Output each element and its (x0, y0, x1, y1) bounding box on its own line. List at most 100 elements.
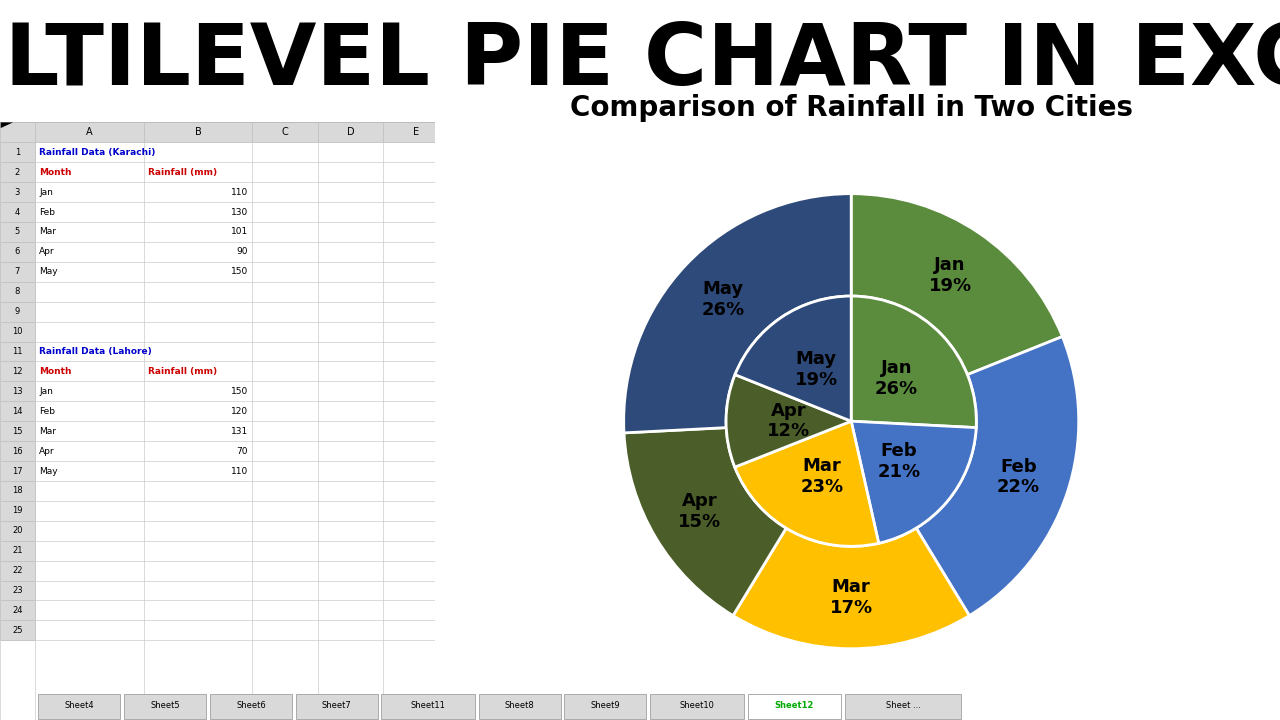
Text: 23: 23 (12, 586, 23, 595)
Wedge shape (623, 194, 851, 433)
Text: Sheet10: Sheet10 (680, 701, 714, 709)
Text: 22: 22 (12, 566, 23, 575)
Wedge shape (735, 421, 878, 546)
Text: May
19%: May 19% (795, 350, 837, 389)
Bar (0, 561, 35, 580)
Text: Sheet4: Sheet4 (64, 701, 95, 709)
Text: MULTILEVEL PIE CHART IN EXCEL: MULTILEVEL PIE CHART IN EXCEL (0, 19, 1280, 103)
Text: D: D (347, 127, 355, 138)
Text: 150: 150 (230, 387, 248, 396)
Bar (564, 694, 646, 719)
Bar (0, 461, 35, 481)
Text: Sheet12: Sheet12 (774, 701, 814, 709)
Text: C: C (282, 127, 288, 138)
Text: 131: 131 (230, 427, 248, 436)
Text: 4: 4 (15, 207, 20, 217)
Text: Mar: Mar (40, 427, 56, 436)
Text: Rainfall (mm): Rainfall (mm) (148, 168, 218, 176)
Text: Jan: Jan (40, 188, 52, 197)
Text: Mar
23%: Mar 23% (800, 457, 844, 496)
Text: 10: 10 (12, 327, 23, 336)
Bar (0, 282, 35, 302)
Text: 24: 24 (12, 606, 23, 615)
Title: Comparison of Rainfall in Two Cities: Comparison of Rainfall in Two Cities (570, 94, 1133, 122)
Text: Sheet9: Sheet9 (590, 701, 621, 709)
Text: Sheet8: Sheet8 (504, 701, 535, 709)
Text: May: May (40, 267, 58, 276)
Text: Sheet6: Sheet6 (236, 701, 266, 709)
Text: 90: 90 (237, 248, 248, 256)
Text: Jan: Jan (40, 387, 52, 396)
Bar (210, 694, 292, 719)
Text: 19: 19 (12, 506, 23, 516)
Bar (0, 382, 35, 401)
Text: 1: 1 (15, 148, 20, 157)
Bar (650, 694, 744, 719)
Text: Rainfall Data (Karachi): Rainfall Data (Karachi) (40, 148, 156, 157)
Bar (383, 122, 448, 143)
Text: 2: 2 (15, 168, 20, 176)
Text: Sheet5: Sheet5 (150, 701, 180, 709)
Text: May: May (40, 467, 58, 475)
Text: Apr
12%: Apr 12% (767, 402, 810, 441)
Bar (0, 122, 35, 143)
Text: Feb: Feb (40, 407, 55, 415)
Text: E: E (412, 127, 419, 138)
Text: Sheet7: Sheet7 (321, 701, 352, 709)
Bar (381, 694, 475, 719)
Text: 11: 11 (12, 347, 23, 356)
Text: Mar: Mar (40, 228, 56, 236)
Bar (0, 501, 35, 521)
Text: 21: 21 (12, 546, 23, 555)
Bar (0, 621, 35, 640)
Text: Feb
21%: Feb 21% (878, 442, 920, 481)
Bar (317, 122, 383, 143)
Text: Mar
17%: Mar 17% (829, 578, 873, 617)
Polygon shape (0, 122, 13, 128)
Text: 7: 7 (15, 267, 20, 276)
Text: 110: 110 (230, 188, 248, 197)
Text: 17: 17 (12, 467, 23, 475)
Bar (124, 694, 206, 719)
Text: Month: Month (40, 168, 72, 176)
Text: Month: Month (40, 367, 72, 376)
Bar (0, 341, 35, 361)
Bar (845, 694, 961, 719)
Bar (0, 441, 35, 461)
Bar (0, 322, 35, 341)
Bar (0, 541, 35, 561)
Text: A: A (86, 127, 92, 138)
Bar (0, 222, 35, 242)
Text: 8: 8 (15, 287, 20, 296)
Text: Feb: Feb (40, 207, 55, 217)
Text: 15: 15 (12, 427, 23, 436)
Text: 120: 120 (230, 407, 248, 415)
Bar (0, 421, 35, 441)
Wedge shape (851, 421, 977, 544)
Bar (748, 694, 841, 719)
Text: May
26%: May 26% (701, 280, 745, 319)
Text: 12: 12 (12, 367, 23, 376)
Text: Apr: Apr (40, 446, 55, 456)
Text: 25: 25 (12, 626, 23, 635)
Text: 20: 20 (12, 526, 23, 535)
Bar (0, 600, 35, 621)
Bar (0, 242, 35, 262)
Text: 13: 13 (12, 387, 23, 396)
Wedge shape (735, 296, 851, 421)
Text: 18: 18 (12, 487, 23, 495)
Bar (143, 122, 252, 143)
Wedge shape (726, 374, 851, 467)
Text: 110: 110 (230, 467, 248, 475)
Text: 130: 130 (230, 207, 248, 217)
Text: 14: 14 (12, 407, 23, 415)
Text: Sheet11: Sheet11 (411, 701, 445, 709)
Text: Rainfall (mm): Rainfall (mm) (148, 367, 218, 376)
Text: Apr
15%: Apr 15% (678, 492, 722, 531)
Bar (0, 202, 35, 222)
Bar (0, 580, 35, 600)
Text: Jan
26%: Jan 26% (876, 359, 918, 397)
Text: 9: 9 (15, 307, 20, 316)
Bar (0, 302, 35, 322)
Bar (0, 521, 35, 541)
